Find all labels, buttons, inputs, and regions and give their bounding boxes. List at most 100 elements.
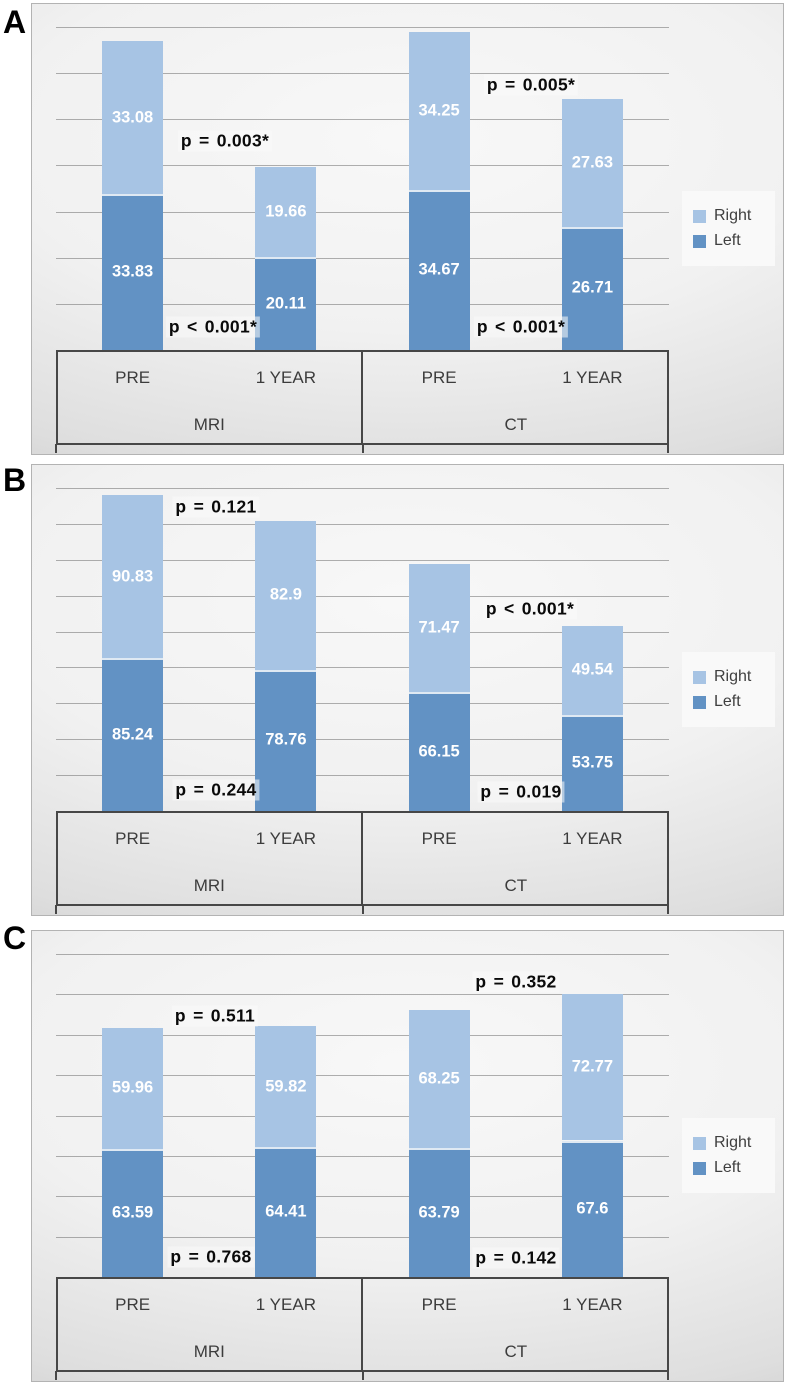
p-value-annotation-c-0: p = 0.511 <box>171 1005 259 1027</box>
axis-tick-a-1 <box>361 444 364 453</box>
chart-panel-c: 59.96 63.59 PRE 59.82 64.41 1 YEAR 68.25 63.79 P… <box>31 930 784 1382</box>
legend-label-left: Left <box>714 232 741 249</box>
bar-segment-right-c-1 <box>255 1026 317 1147</box>
p-value-annotation-a-0: p = 0.003* <box>177 130 273 152</box>
bar-value-left-c-0: 63.59 <box>111 1203 154 1222</box>
category-label-b-2: PRE <box>421 829 457 848</box>
bar-segment-right-c-2 <box>408 1010 470 1149</box>
bar-segment-right-a-0 <box>102 41 164 194</box>
bar-segment-left-a-3 <box>561 226 623 350</box>
panel-label-b: B <box>3 462 27 498</box>
gridline-c-20 <box>56 1236 669 1238</box>
p-value-annotation-b-0: p = 0.121 <box>172 496 260 518</box>
legend-swatch-left-icon <box>693 1161 706 1175</box>
bar-segment-left-a-1 <box>255 257 317 350</box>
group-label-a-mri: MRI <box>193 415 225 434</box>
legend-label-left: Left <box>714 693 741 710</box>
axis-tick-a-2 <box>667 444 669 453</box>
bar-segment-left-c-3 <box>561 1140 623 1277</box>
legend-item-left-b: Left <box>693 693 775 711</box>
gridline-c-40 <box>56 1196 669 1198</box>
category-label-a-3: 1 YEAR <box>562 368 623 387</box>
legend-item-left-a: Left <box>693 232 775 250</box>
group-label-b-mri: MRI <box>193 876 225 895</box>
gridline-a-10 <box>56 303 669 305</box>
bar-value-left-c-1: 64.41 <box>265 1202 307 1221</box>
axis-tick-c-1 <box>361 1371 364 1380</box>
bar-segment-left-c-0 <box>102 1148 164 1277</box>
chart-panel-a: 33.08 33.83 PRE 19.66 20.11 1 YEAR 34.25 34.67 P… <box>31 3 784 455</box>
panel-label-a: A <box>3 4 27 40</box>
legend-label-right: Right <box>714 668 752 685</box>
bar-value-left-a-3: 26.71 <box>571 278 614 297</box>
gridline-b-180 <box>56 488 669 489</box>
bar-segment-right-b-3 <box>561 625 623 715</box>
group-label-b-ct: CT <box>504 876 528 895</box>
chart-panel-b: 90.83 85.24 PRE 82.9 78.76 1 YEAR 71.47 66.15 PR… <box>31 464 784 916</box>
group-label-a-ct: CT <box>504 415 528 434</box>
bar-value-right-b-3: 49.54 <box>571 660 614 679</box>
p-value-annotation-a-2: p = 0.005* <box>483 74 579 96</box>
bar-segment-left-a-2 <box>408 190 470 350</box>
category-label-c-3: 1 YEAR <box>562 1295 623 1314</box>
category-label-a-1: 1 YEAR <box>255 368 316 387</box>
legend-c: Right Left <box>682 1118 775 1193</box>
gridline-c-120 <box>56 1034 669 1036</box>
gridline-c-80 <box>56 1115 669 1117</box>
bar-value-left-b-1: 78.76 <box>265 730 307 749</box>
bar-value-left-c-2: 63.79 <box>418 1203 460 1222</box>
bar-segment-right-a-2 <box>408 32 470 190</box>
gridline-b-160 <box>56 523 669 525</box>
legend-swatch-right-icon <box>693 209 706 223</box>
bar-value-right-a-3: 27.63 <box>571 153 614 172</box>
bar-segment-left-b-3 <box>561 714 623 811</box>
bar-value-right-c-1: 59.82 <box>265 1077 307 1096</box>
axis-tick-b-1 <box>361 905 364 914</box>
bar-segment-left-b-0 <box>102 658 164 811</box>
gridline-c-60 <box>56 1155 669 1157</box>
axis-tick-b-2 <box>667 905 669 914</box>
legend-b: Right Left <box>682 652 775 727</box>
axis-tick-b-0 <box>55 905 57 914</box>
legend-swatch-right-icon <box>693 1136 706 1150</box>
bar-value-left-c-3: 67.6 <box>576 1199 609 1218</box>
bar-segment-left-c-2 <box>408 1148 470 1277</box>
axis-group-divider-c <box>361 1277 363 1372</box>
category-label-b-0: PRE <box>115 829 151 848</box>
legend-item-right-b: Right <box>693 668 775 686</box>
gridline-a-40 <box>56 165 669 167</box>
bar-value-left-a-0: 33.83 <box>111 262 154 281</box>
axis-group-divider-b <box>361 811 363 906</box>
legend-swatch-left-icon <box>693 234 706 248</box>
legend-item-right-a: Right <box>693 207 775 225</box>
bar-segment-right-a-3 <box>561 99 623 227</box>
bar-value-right-a-0: 33.08 <box>111 108 154 127</box>
gridline-a-30 <box>56 211 669 213</box>
bar-value-right-b-0: 90.83 <box>111 567 154 585</box>
group-label-c-ct: CT <box>504 1342 528 1361</box>
p-value-annotation-c-1: p = 0.768 <box>167 1246 255 1268</box>
gridline-b-120 <box>56 595 669 597</box>
legend-swatch-right-icon <box>693 670 706 684</box>
bar-value-left-b-2: 66.15 <box>418 742 460 761</box>
legend-item-left-c: Left <box>693 1159 775 1177</box>
legend-a: Right Left <box>682 191 775 266</box>
category-label-c-0: PRE <box>115 1295 151 1314</box>
bar-value-right-c-0: 59.96 <box>111 1078 154 1097</box>
bar-value-right-b-2: 71.47 <box>418 618 460 637</box>
p-value-annotation-b-3: p = 0.019 <box>477 781 565 803</box>
legend-swatch-left-icon <box>693 695 706 709</box>
gridline-c-160 <box>56 954 669 955</box>
bar-value-right-b-1: 82.9 <box>269 585 302 604</box>
panel-label-c: C <box>3 920 27 956</box>
group-label-c-mri: MRI <box>193 1342 225 1361</box>
p-value-annotation-a-3: p < 0.001* <box>473 316 569 338</box>
category-label-a-0: PRE <box>115 368 151 387</box>
bar-segment-right-a-1 <box>255 166 317 258</box>
category-label-b-1: 1 YEAR <box>255 829 316 848</box>
bar-segment-right-b-0 <box>102 495 164 659</box>
p-value-annotation-a-1: p < 0.001* <box>165 316 261 338</box>
gridline-a-60 <box>56 73 669 75</box>
bar-segment-right-c-3 <box>561 993 623 1141</box>
